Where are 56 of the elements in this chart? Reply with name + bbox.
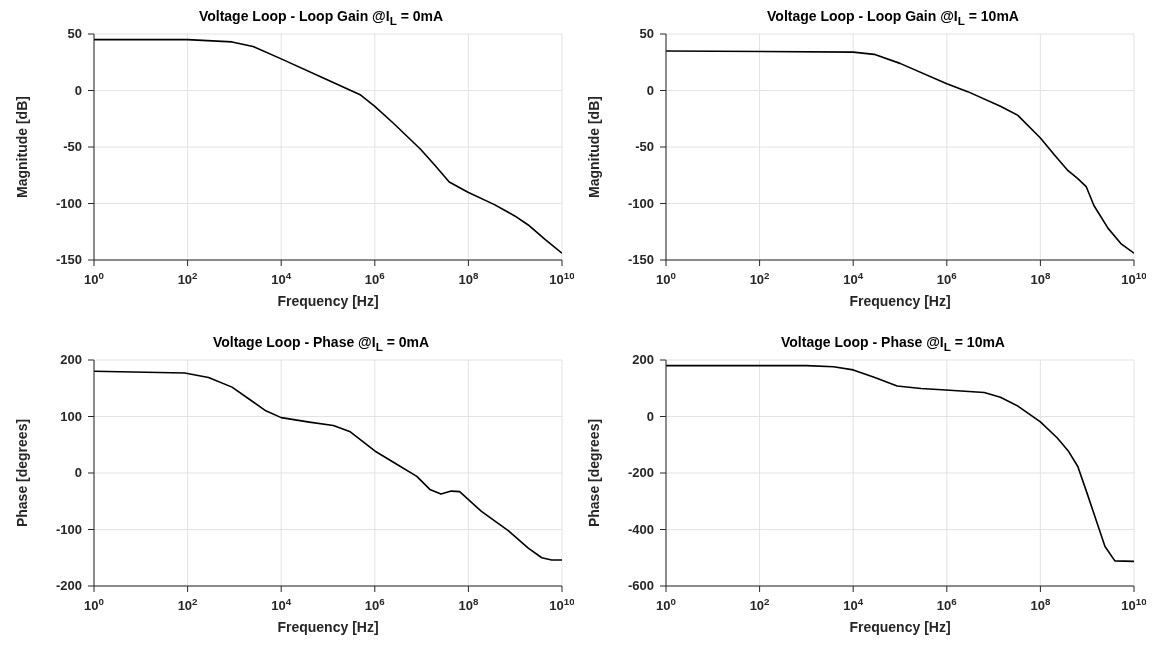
- x-axis-title: Frequency [Hz]: [277, 293, 379, 309]
- chart-title: Voltage Loop - Loop Gain @I$_{L}$ = 0mA: [198, 8, 444, 27]
- y-tick-label: -100: [55, 195, 82, 211]
- x-tick-label: 10$^{6}$: [936, 595, 958, 613]
- x-tick-label: 10$^{10}$: [1121, 269, 1148, 287]
- y-tick-label: -150: [627, 252, 654, 267]
- x-tick-label: 10$^{0}$: [84, 269, 105, 287]
- y-axis-title: Phase [degrees]: [13, 418, 30, 528]
- x-tick-label: 10$^{2}$: [749, 595, 771, 613]
- x-axis-title: Frequency [Hz]: [277, 619, 379, 635]
- y-tick-label: 0: [74, 82, 82, 98]
- y-tick-label: -400: [627, 521, 654, 537]
- x-tick-label: 10$^{4}$: [271, 595, 292, 613]
- x-tick-label: 10$^{2}$: [177, 595, 199, 613]
- y-tick-label: 50: [67, 26, 82, 41]
- chart-title: Voltage Loop - Phase @I$_{L}$ = 10mA: [781, 334, 1005, 353]
- y-tick-label: -200: [55, 578, 82, 593]
- x-tick-label: 10$^{6}$: [936, 269, 958, 287]
- x-tick-label: 10$^{10}$: [549, 269, 576, 287]
- y-tick-label: -50: [63, 139, 82, 154]
- y-tick-label: 200: [632, 352, 654, 367]
- y-tick-label: -200: [627, 465, 654, 480]
- x-tick-label: 10$^{8}$: [1030, 269, 1051, 287]
- x-tick-label: 10$^{6}$: [364, 595, 386, 613]
- x-tick-label: 10$^{6}$: [364, 269, 386, 287]
- x-tick-label: 10$^{2}$: [177, 269, 199, 287]
- x-tick-label: 10$^{4}$: [271, 269, 292, 287]
- y-axis-title: Magnitude [dB]: [13, 96, 30, 198]
- x-tick-label: 10$^{8}$: [458, 269, 479, 287]
- x-tick-label: 10$^{0}$: [84, 595, 105, 613]
- x-tick-label: 10$^{8}$: [458, 595, 479, 613]
- y-tick-label: 0: [646, 408, 654, 424]
- x-tick-label: 10$^{10}$: [549, 595, 576, 613]
- y-tick-label: 0: [646, 82, 654, 98]
- x-tick-label: 10$^{8}$: [1030, 595, 1051, 613]
- y-tick-label: 0: [74, 465, 82, 480]
- y-tick-label: -100: [55, 521, 82, 537]
- y-axis-title: Magnitude [dB]: [585, 96, 602, 198]
- y-axis-title: Phase [degrees]: [585, 418, 602, 528]
- y-tick-label: 100: [60, 408, 82, 424]
- x-axis-title: Frequency [Hz]: [849, 619, 951, 635]
- x-axis-title: Frequency [Hz]: [849, 293, 951, 309]
- y-tick-label: -100: [627, 195, 654, 211]
- chart-title: Voltage Loop - Phase @I$_{L}$ = 0mA: [212, 334, 430, 353]
- x-tick-label: 10$^{0}$: [656, 269, 677, 287]
- chart-title: Voltage Loop - Loop Gain @I$_{L}$ = 10mA: [767, 8, 1019, 27]
- y-tick-label: 200: [60, 352, 82, 367]
- y-tick-label: -150: [55, 252, 82, 267]
- y-tick-label: -600: [627, 578, 654, 593]
- x-tick-label: 10$^{10}$: [1121, 595, 1148, 613]
- x-tick-label: 10$^{0}$: [656, 595, 677, 613]
- x-tick-label: 10$^{4}$: [843, 595, 864, 613]
- x-tick-label: 10$^{2}$: [749, 269, 771, 287]
- x-tick-label: 10$^{4}$: [843, 269, 864, 287]
- y-tick-label: -50: [635, 139, 654, 154]
- y-tick-label: 50: [639, 26, 654, 41]
